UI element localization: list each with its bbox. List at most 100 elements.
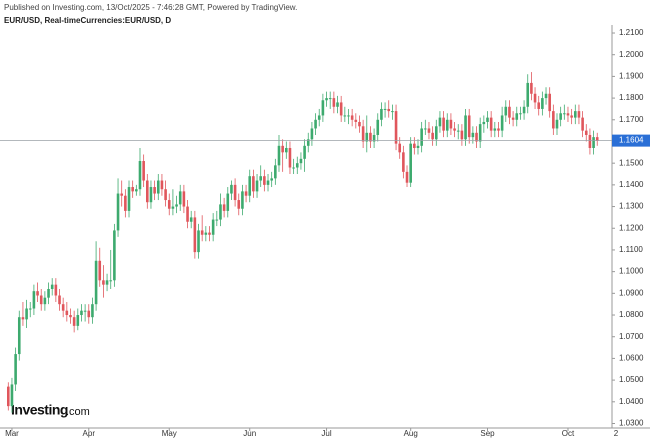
candle-body: [164, 189, 167, 201]
candle-body: [17, 317, 21, 355]
candle-body: [43, 297, 47, 305]
candle-body: [295, 163, 299, 168]
candle-body: [398, 143, 402, 153]
candle-body: [420, 128, 423, 146]
candle-body: [149, 187, 153, 203]
candle-body: [277, 145, 281, 166]
candle-body: [427, 128, 431, 133]
candle-body: [10, 384, 14, 407]
candle-body: [186, 206, 189, 222]
candle-body: [552, 111, 555, 129]
candle-body: [156, 180, 160, 194]
candle-body: [394, 111, 398, 144]
candle-body: [405, 171, 409, 183]
candle-body: [464, 115, 467, 140]
candle-body: [25, 308, 28, 320]
candle-body: [288, 147, 292, 168]
candle-body: [369, 132, 372, 142]
candle-body: [383, 108, 387, 110]
y-tick-label: 1.1000: [619, 267, 644, 276]
candle-body: [135, 189, 138, 192]
y-tick-label: 1.2000: [619, 50, 644, 59]
candle-body: [83, 310, 87, 312]
candle-body: [416, 145, 420, 148]
candle-body: [387, 108, 391, 112]
candle-body: [310, 128, 314, 140]
candle-body: [449, 119, 453, 129]
candle-body: [445, 119, 449, 131]
candle-body: [563, 113, 566, 115]
candle-body: [171, 206, 175, 209]
candle-body: [424, 128, 427, 130]
candle-body: [303, 145, 306, 159]
candle-body: [109, 280, 113, 282]
candle-body: [69, 315, 72, 318]
candle-body: [36, 291, 39, 296]
y-tick-label: 1.1800: [619, 93, 644, 102]
y-tick-label: 1.0400: [619, 397, 644, 406]
candle-body: [32, 291, 36, 309]
candle-body: [522, 106, 526, 114]
candle-body: [467, 115, 471, 138]
candle-body: [409, 143, 412, 183]
y-tick-label: 1.1400: [619, 180, 644, 189]
candle-body: [255, 180, 259, 192]
candle-body: [61, 304, 65, 311]
candle-body: [339, 102, 343, 116]
x-tick-label: Oct: [562, 429, 575, 438]
candle-body: [299, 158, 303, 164]
candle-body: [541, 98, 544, 109]
candle-body: [189, 217, 193, 222]
candle-body: [252, 176, 255, 192]
candle-body: [204, 232, 208, 235]
y-tick-label: 1.1500: [619, 158, 644, 167]
candle-body: [453, 128, 456, 131]
candle-body: [592, 137, 595, 148]
candle-body: [131, 187, 134, 192]
candle-body: [530, 82, 533, 94]
candle-body: [555, 119, 559, 129]
y-tick-label: 1.1200: [619, 223, 644, 232]
x-tick-label: Sep: [480, 429, 495, 438]
candle-body: [281, 145, 284, 153]
candle-body: [21, 317, 25, 320]
candle-body: [504, 106, 508, 116]
candle-body: [434, 126, 438, 140]
y-tick-label: 1.0800: [619, 310, 644, 319]
candle-body: [460, 130, 464, 140]
candle-body: [515, 113, 519, 120]
candle-body: [124, 195, 127, 211]
last-price-label: 1.1604: [619, 136, 644, 145]
x-tick-label: May: [162, 429, 177, 438]
candle-body: [456, 130, 460, 132]
candle-body: [358, 121, 361, 127]
y-tick-label: 1.0600: [619, 354, 644, 363]
candle-body: [178, 191, 182, 205]
candle-body: [486, 117, 489, 122]
y-tick-label: 1.2100: [619, 28, 644, 37]
candle-body: [292, 167, 295, 169]
candle-body: [566, 113, 570, 116]
candle-body: [127, 187, 131, 211]
candle-body: [285, 147, 288, 153]
candle-body: [39, 295, 43, 305]
candle-body: [102, 280, 105, 285]
candle-body: [336, 102, 339, 107]
candle-body: [47, 288, 50, 298]
header: Published on Investing.com, 13/Oct/2025 …: [4, 3, 297, 12]
candle-body: [182, 191, 186, 207]
candle-body: [442, 117, 445, 131]
candle-body: [475, 132, 478, 142]
candle-body: [208, 232, 211, 235]
logo: Investing: [11, 402, 68, 418]
candle-body: [54, 284, 58, 296]
candle-body: [233, 184, 237, 201]
candle-body: [91, 304, 94, 318]
candle-body: [50, 284, 54, 289]
chart-title: EUR/USD, Real-timeCurrencies:EUR/USD, D: [4, 16, 171, 25]
candle-body: [350, 115, 354, 120]
logo-suffix: .com: [66, 406, 90, 418]
candle-body: [237, 200, 241, 209]
